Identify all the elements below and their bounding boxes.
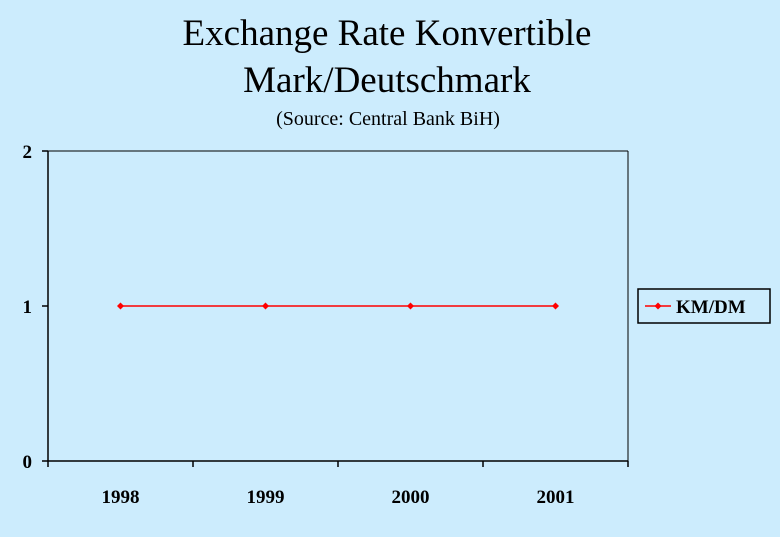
- y-tick-label: 2: [23, 142, 33, 163]
- y-tick-label: 1: [23, 297, 33, 318]
- x-tick-label: 1998: [102, 487, 140, 508]
- data-point: [117, 302, 124, 310]
- y-tick-label: 0: [23, 452, 33, 473]
- x-tick-label: 1999: [247, 487, 285, 508]
- chart-title-line-2: Mark/Deutschmark: [243, 60, 531, 101]
- data-point: [552, 302, 559, 310]
- series-layer: [117, 302, 559, 310]
- data-point: [407, 302, 414, 310]
- legend-swatch-marker: [654, 302, 662, 310]
- y-ticks: 0 1 2: [23, 142, 48, 473]
- legend: KM/DM: [637, 288, 771, 324]
- x-tick-label: 2001: [537, 487, 575, 508]
- data-point: [262, 302, 269, 310]
- legend-label: KM/DM: [676, 297, 746, 318]
- chart-title-line-1: Exchange Rate Konvertible: [183, 13, 592, 54]
- x-tick-label: 2000: [392, 487, 430, 508]
- x-ticks: 1998 1999 2000 2001: [47, 461, 629, 508]
- chart-subtitle: (Source: Central Bank BiH): [276, 108, 500, 130]
